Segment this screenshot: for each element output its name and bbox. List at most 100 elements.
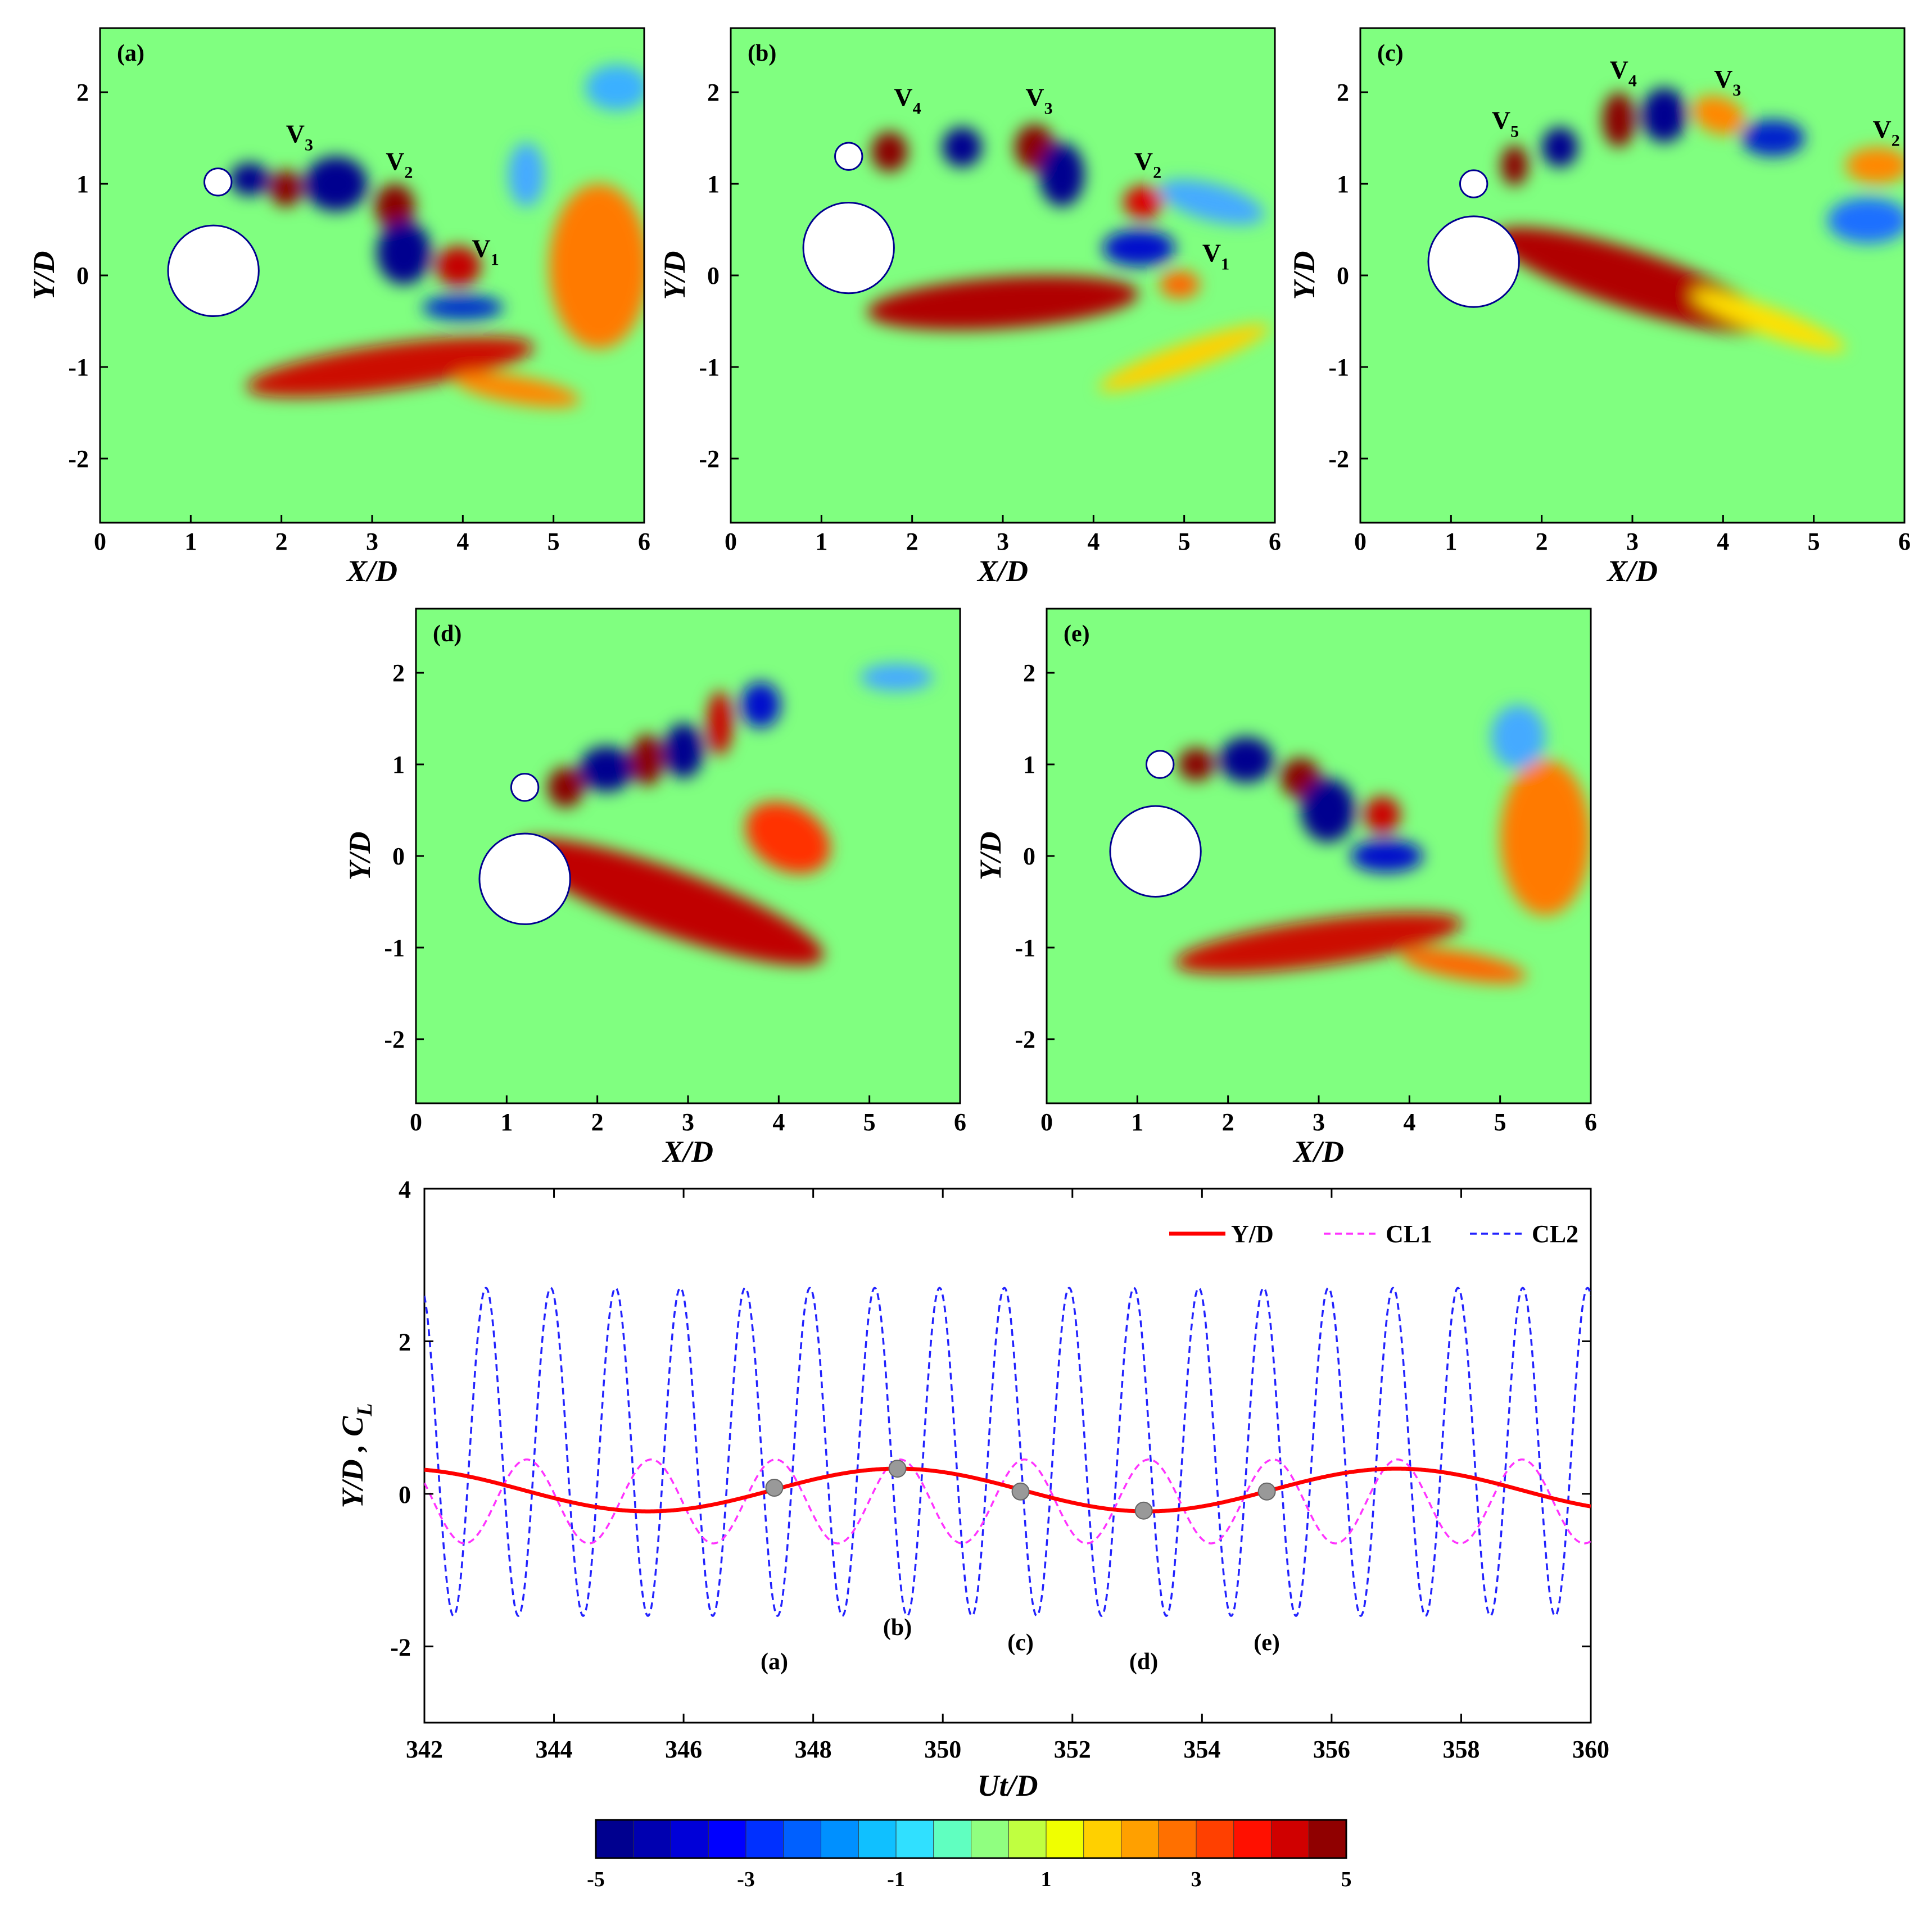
x-tick-label: 2 xyxy=(275,528,288,555)
colorbar-segment xyxy=(708,1819,746,1859)
vortex-blob xyxy=(1039,142,1085,207)
vortex-blob xyxy=(1175,912,1463,973)
x-tick-label: 348 xyxy=(795,1736,832,1763)
small-cylinder xyxy=(1145,750,1175,779)
y-tick-label: -2 xyxy=(1328,445,1349,473)
small-cylinder xyxy=(834,142,863,171)
x-tick-label: 1 xyxy=(1445,528,1457,555)
y-tick-label: -2 xyxy=(384,1026,405,1053)
y-tick-label: 0 xyxy=(392,842,405,870)
x-tick-label: 4 xyxy=(456,528,469,555)
x-tick-label: 354 xyxy=(1183,1736,1220,1763)
colorbar-tick-label: 5 xyxy=(1341,1868,1352,1891)
y-tick-label: 2 xyxy=(392,659,405,687)
x-axis-label: X/D xyxy=(1292,1135,1344,1168)
vortex-blob xyxy=(1219,737,1274,783)
x-tick-label: 342 xyxy=(406,1736,443,1763)
vortex-blob xyxy=(246,336,534,397)
panel-label: (b) xyxy=(748,40,776,66)
vortex-blob xyxy=(867,275,1139,330)
vortex-letter: V xyxy=(286,120,305,148)
vorticity-field xyxy=(478,663,933,966)
panel-label: (e) xyxy=(1064,621,1090,647)
x-tick-label: 6 xyxy=(1269,528,1281,555)
colorbar-segment xyxy=(783,1819,822,1859)
vortex-label: V2 xyxy=(1134,147,1161,182)
y-tick-label: 0 xyxy=(1337,262,1349,289)
colorbar-segment xyxy=(1308,1819,1347,1859)
vortex-subscript: 1 xyxy=(491,250,499,269)
panel-label: (d) xyxy=(433,621,461,647)
panel-e: 0 1 2 3 4 5 6 -2 -1 0 1 2 X/D Y/D (e) xyxy=(974,608,1597,1168)
colorbar-segment xyxy=(858,1819,897,1859)
vortex-label: V4 xyxy=(894,83,921,118)
vortex-blob xyxy=(1401,948,1527,984)
x-tick-label: 350 xyxy=(924,1736,961,1763)
x-tick-label: 4 xyxy=(772,1108,785,1136)
y-tick-label: 1 xyxy=(76,170,89,198)
vortex-subscript: 2 xyxy=(1892,132,1900,150)
vortex-subscript: 3 xyxy=(1732,81,1741,99)
x-tick-label: 4 xyxy=(1087,528,1100,555)
x-tick-label: 0 xyxy=(410,1108,422,1136)
x-tick-label: 2 xyxy=(591,1108,604,1136)
vortex-letter: V xyxy=(894,83,912,112)
colorbar-tick-label: -3 xyxy=(737,1868,755,1891)
x-tick-label: 1 xyxy=(500,1108,513,1136)
main-cylinder xyxy=(1427,215,1520,308)
legend-entry: CL1 xyxy=(1386,1220,1432,1248)
y-tick-label: -2 xyxy=(390,1633,411,1661)
y-tick-label: 0 xyxy=(1023,842,1035,870)
x-tick-label: 3 xyxy=(682,1108,694,1136)
series-line-cl1 xyxy=(424,1458,1591,1544)
vortex-blob xyxy=(860,663,933,691)
vortex-letter: V xyxy=(386,147,404,176)
y-tick-label: 1 xyxy=(1337,170,1349,198)
x-tick-label: 360 xyxy=(1572,1736,1609,1763)
vortex-letter: V xyxy=(1134,147,1153,176)
colorbar-segment xyxy=(1008,1819,1047,1859)
vortex-blob xyxy=(1102,229,1175,266)
colorbar-segment xyxy=(595,1819,634,1859)
vortex-blob xyxy=(1098,324,1270,392)
x-tick-label: 358 xyxy=(1442,1736,1479,1763)
vortex-blob xyxy=(1500,759,1591,916)
colorbar-tick-label: 1 xyxy=(1041,1868,1052,1891)
colorbar-frame xyxy=(595,1819,1347,1859)
marker-point xyxy=(1257,1482,1276,1501)
x-tick-label: 344 xyxy=(536,1736,573,1763)
vortex-blob xyxy=(549,184,644,349)
y-tick-label: -2 xyxy=(1015,1026,1035,1053)
x-tick-label: 3 xyxy=(1626,528,1639,555)
chart-frame xyxy=(423,1188,1592,1724)
panel-d: 0 1 2 3 4 5 6 -2 -1 0 1 2 X/D Y/D (d) xyxy=(343,608,966,1168)
x-tick-label: 3 xyxy=(366,528,378,555)
vortex-subscript: 3 xyxy=(305,136,313,155)
vortex-blob xyxy=(1602,92,1635,147)
vortex-structures xyxy=(867,124,1270,392)
x-tick-label: 346 xyxy=(665,1736,702,1763)
y-tick-label: 2 xyxy=(399,1328,411,1356)
y-tick-label: 4 xyxy=(399,1176,411,1203)
vortex-blob xyxy=(663,723,704,778)
vortex-blob xyxy=(1160,270,1200,298)
legend-entry: Y/D xyxy=(1231,1220,1274,1248)
x-tick-label: 1 xyxy=(815,528,827,555)
x-axis-label: X/D xyxy=(1606,554,1658,588)
x-tick-label: 0 xyxy=(725,528,737,555)
vortex-blob xyxy=(1123,185,1164,219)
y-tick-label: -1 xyxy=(699,354,720,381)
colorbar-segment xyxy=(671,1819,709,1859)
x-tick-label: 1 xyxy=(1131,1108,1143,1136)
x-tick-label: 5 xyxy=(863,1108,876,1136)
y-axis-label: Y/D , CL xyxy=(336,1403,377,1509)
y-tick-label: -1 xyxy=(1015,934,1035,962)
x-tick-label: 2 xyxy=(906,528,919,555)
main-cylinder xyxy=(1109,805,1202,898)
y-axis-label-sub: L xyxy=(353,1403,377,1417)
vortex-blob xyxy=(304,156,368,211)
vorticity-field xyxy=(1109,705,1591,984)
